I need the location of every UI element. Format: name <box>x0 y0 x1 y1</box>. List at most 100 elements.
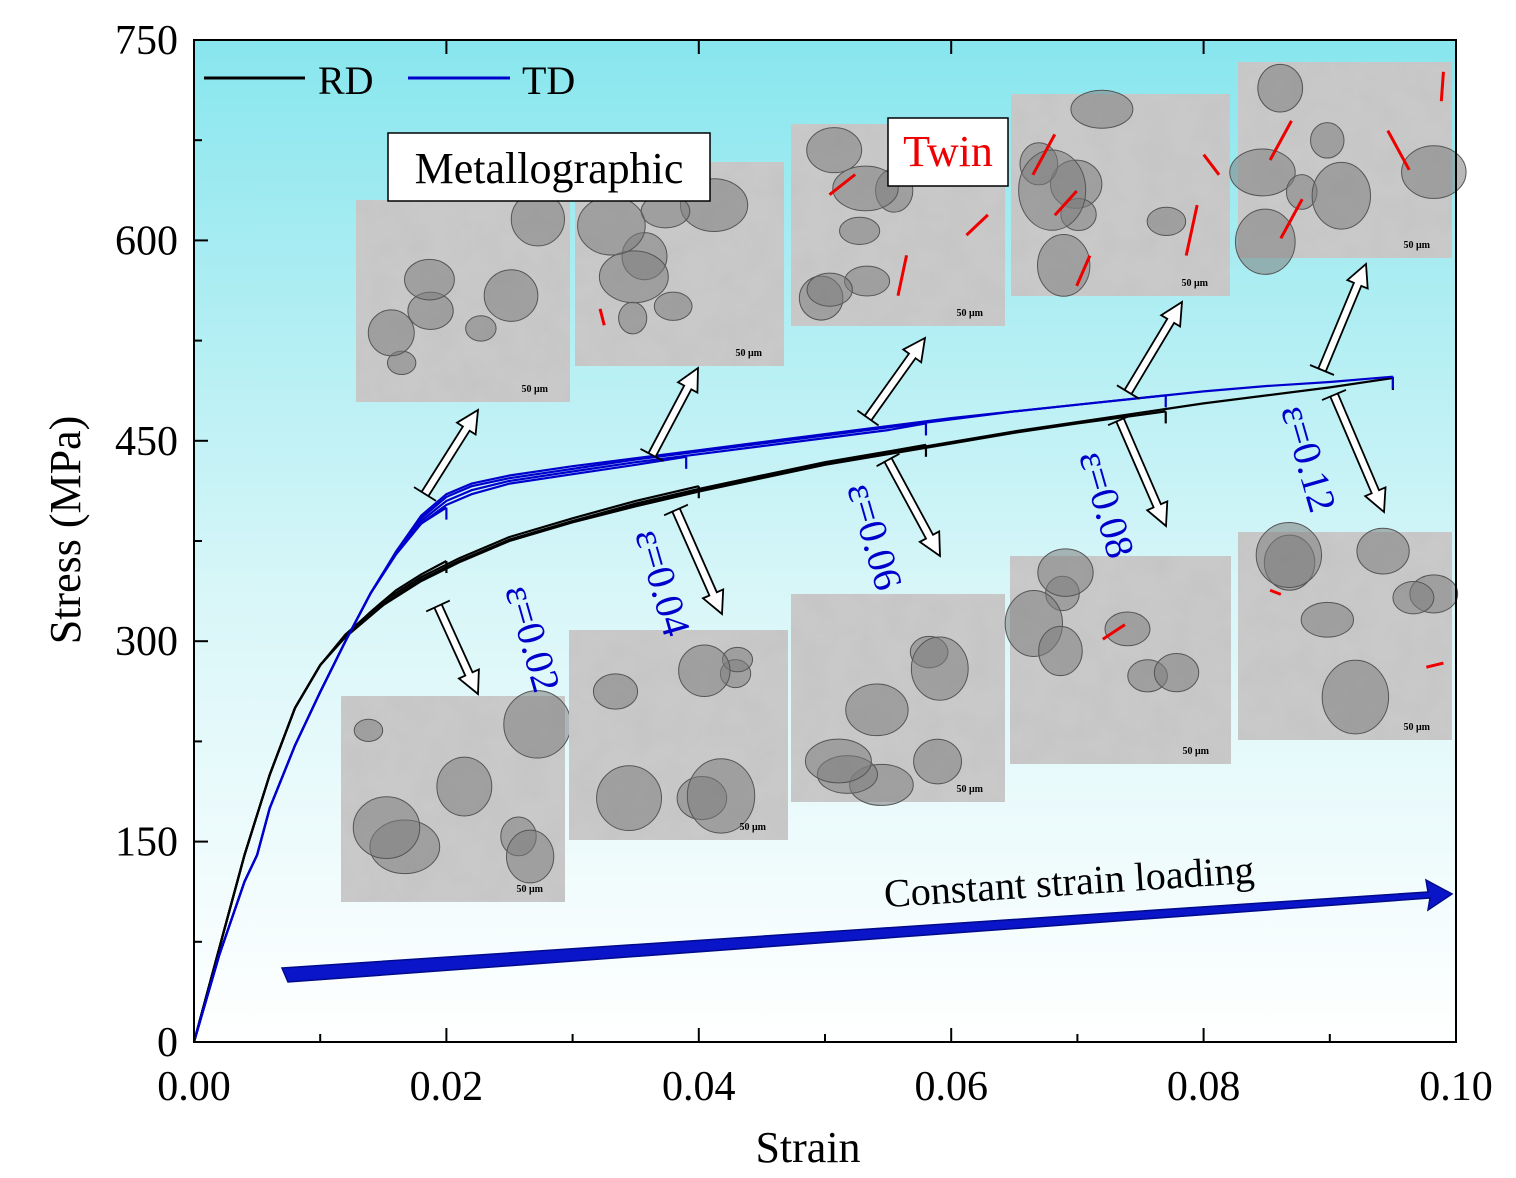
grain <box>804 738 872 784</box>
x-tick-label: 0.08 <box>1167 1064 1241 1110</box>
scale-bar-label: 50 μm <box>1182 278 1209 289</box>
arrow-down-5 <box>1321 389 1387 514</box>
grain <box>678 644 731 698</box>
grain <box>483 269 539 322</box>
twin-mark <box>1439 71 1445 102</box>
arrow-up-3 <box>856 336 927 427</box>
grain <box>577 196 646 256</box>
x-tick-label: 0.00 <box>157 1064 231 1110</box>
grain <box>1037 548 1094 597</box>
y-tick-label: 300 <box>115 619 178 665</box>
twin-mark <box>1425 661 1444 669</box>
loading-arrow <box>280 878 1454 983</box>
scale-bar-label: 50 μm <box>957 784 984 795</box>
x-tick-label: 0.10 <box>1419 1064 1493 1110</box>
grain <box>1300 601 1354 638</box>
micrograph-6: 50 μm <box>341 690 572 902</box>
micrograph-8: 50 μm <box>791 594 1005 806</box>
arrow-up-2 <box>640 366 699 462</box>
twin-mark <box>1386 129 1411 171</box>
y-tick-label: 600 <box>115 218 178 264</box>
twin-mark <box>1053 189 1078 217</box>
grain <box>436 756 493 817</box>
twin-mark <box>598 308 606 326</box>
grain <box>1038 625 1083 677</box>
grain <box>1104 611 1151 647</box>
grain <box>1321 659 1390 735</box>
grain <box>1392 580 1435 615</box>
grain <box>913 738 963 785</box>
y-tick-label: 0 <box>157 1020 178 1066</box>
scale-bar-label: 50 μm <box>1404 722 1431 733</box>
twin-mark <box>1031 133 1057 176</box>
grain <box>465 315 497 342</box>
grain <box>806 272 853 307</box>
micrograph-7: 50 μm <box>569 630 788 840</box>
grain <box>1146 206 1187 236</box>
grain <box>596 765 663 832</box>
scale-bar-label: 50 μm <box>1183 746 1210 757</box>
series-line-rd <box>194 376 1394 1042</box>
x-tick-label: 0.06 <box>914 1064 988 1110</box>
grain <box>910 636 969 701</box>
grain <box>592 673 639 710</box>
legend-label-rd: RD <box>318 58 374 103</box>
grain <box>505 829 555 884</box>
legend: RD TD <box>204 58 575 103</box>
twin-mark <box>1075 255 1092 287</box>
grain <box>845 683 909 737</box>
micrograph-1: 50 μm <box>356 191 570 402</box>
twin-mark <box>1268 120 1293 161</box>
grain <box>653 291 693 321</box>
x-tick-label: 0.02 <box>410 1064 484 1110</box>
x-tick-label: 0.04 <box>662 1064 736 1110</box>
grain <box>404 258 455 301</box>
twin-mark <box>1279 198 1304 240</box>
scale-bar-label: 50 μm <box>957 308 984 319</box>
y-axis-label: Stress (MPa) <box>41 416 90 645</box>
arrow-up-1 <box>413 408 480 502</box>
scale-bar-label: 50 μm <box>1404 240 1431 251</box>
legend-label-td: TD <box>522 58 575 103</box>
arrow-up-4 <box>1116 300 1184 400</box>
twin-mark <box>896 254 909 297</box>
arrow-down-4 <box>1107 413 1169 528</box>
grain <box>618 301 648 335</box>
grain <box>1234 208 1296 275</box>
grain <box>1070 89 1134 129</box>
micrograph-10: 50 μm <box>1238 522 1459 740</box>
y-tick-label: 750 <box>115 18 178 64</box>
grain <box>1229 148 1296 197</box>
grain <box>503 690 572 759</box>
grain <box>832 165 899 212</box>
y-tick-label: 450 <box>115 419 178 465</box>
grain <box>353 718 384 742</box>
twin-mark <box>828 173 857 196</box>
grain <box>806 127 863 174</box>
grain <box>1356 527 1410 575</box>
twin-mark <box>1184 204 1199 256</box>
grain <box>1037 234 1091 297</box>
arrow-down-1 <box>425 599 480 696</box>
grain <box>352 796 421 860</box>
micrograph-group: 50 μm 50 μm 50 μm 50 μm 50 μm 50 μm 50 μm 50 μm… <box>341 62 1467 902</box>
twin-mark <box>965 213 989 237</box>
arrow-up-5 <box>1309 262 1369 376</box>
scale-bar-label: 50 μm <box>517 884 544 895</box>
grain <box>1255 522 1323 589</box>
axis-ticks: 0.00 0.02 0.04 0.06 0.08 0.10 0 150 300 450 600 750 <box>115 18 1493 1110</box>
scale-bar-label: 50 μm <box>736 348 763 359</box>
series-line-td <box>194 375 1393 1042</box>
metallographic-label: Metallographic <box>415 144 684 193</box>
arrow-down-2 <box>663 503 725 616</box>
grain <box>1401 145 1467 199</box>
grain <box>686 758 756 834</box>
scale-bar-label: 50 μm <box>740 822 767 833</box>
metallographic-box <box>387 132 711 202</box>
twin-mark <box>1101 623 1126 641</box>
arrow-down-3 <box>876 453 941 558</box>
micrograph-9: 50 μm <box>1004 548 1231 764</box>
micrograph-5: 50 μm <box>1229 62 1467 275</box>
scale-bar-label: 50 μm <box>522 384 549 395</box>
